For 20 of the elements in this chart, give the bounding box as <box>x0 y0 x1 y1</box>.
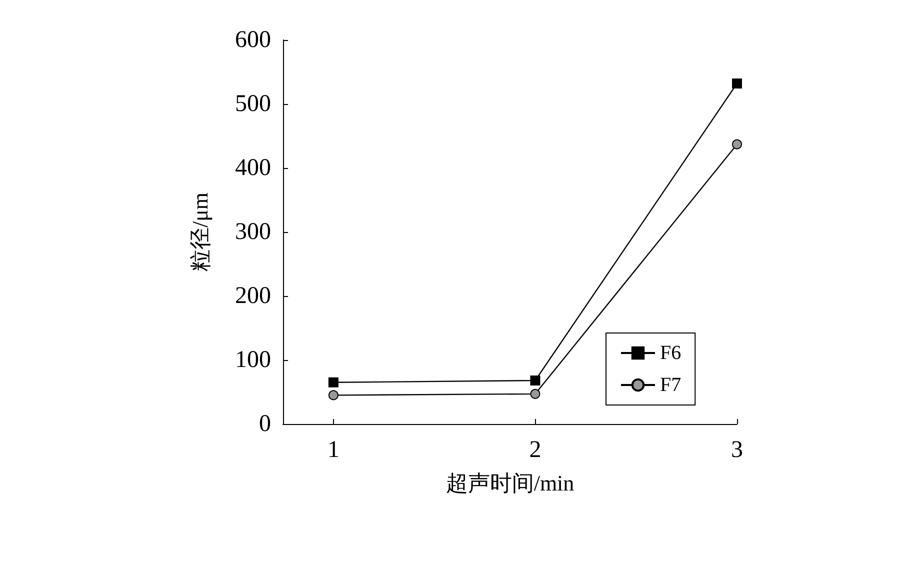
point <box>328 377 338 388</box>
legend-label: F7 <box>660 374 682 396</box>
y-tick-label: 0 <box>259 411 271 437</box>
y-tick-label: 100 <box>235 347 271 373</box>
point <box>530 388 540 399</box>
legend-label: F6 <box>660 342 682 364</box>
point <box>530 375 540 386</box>
y-tick-label: 400 <box>235 155 271 181</box>
y-tick-label: 500 <box>235 91 271 117</box>
y-axis-title: 粒径/μm <box>188 192 212 272</box>
point <box>328 390 338 400</box>
point <box>732 78 742 89</box>
x-tick-label: 1 <box>327 437 340 463</box>
y-tick-label: 200 <box>235 283 271 309</box>
x-tick-label: 3 <box>731 437 743 463</box>
y-tick-label: 300 <box>235 219 271 245</box>
x-tick-label: 2 <box>529 437 542 463</box>
point <box>732 139 742 150</box>
x-axis-title: 超声时间/min <box>446 470 574 496</box>
y-tick-label: 600 <box>235 27 271 53</box>
